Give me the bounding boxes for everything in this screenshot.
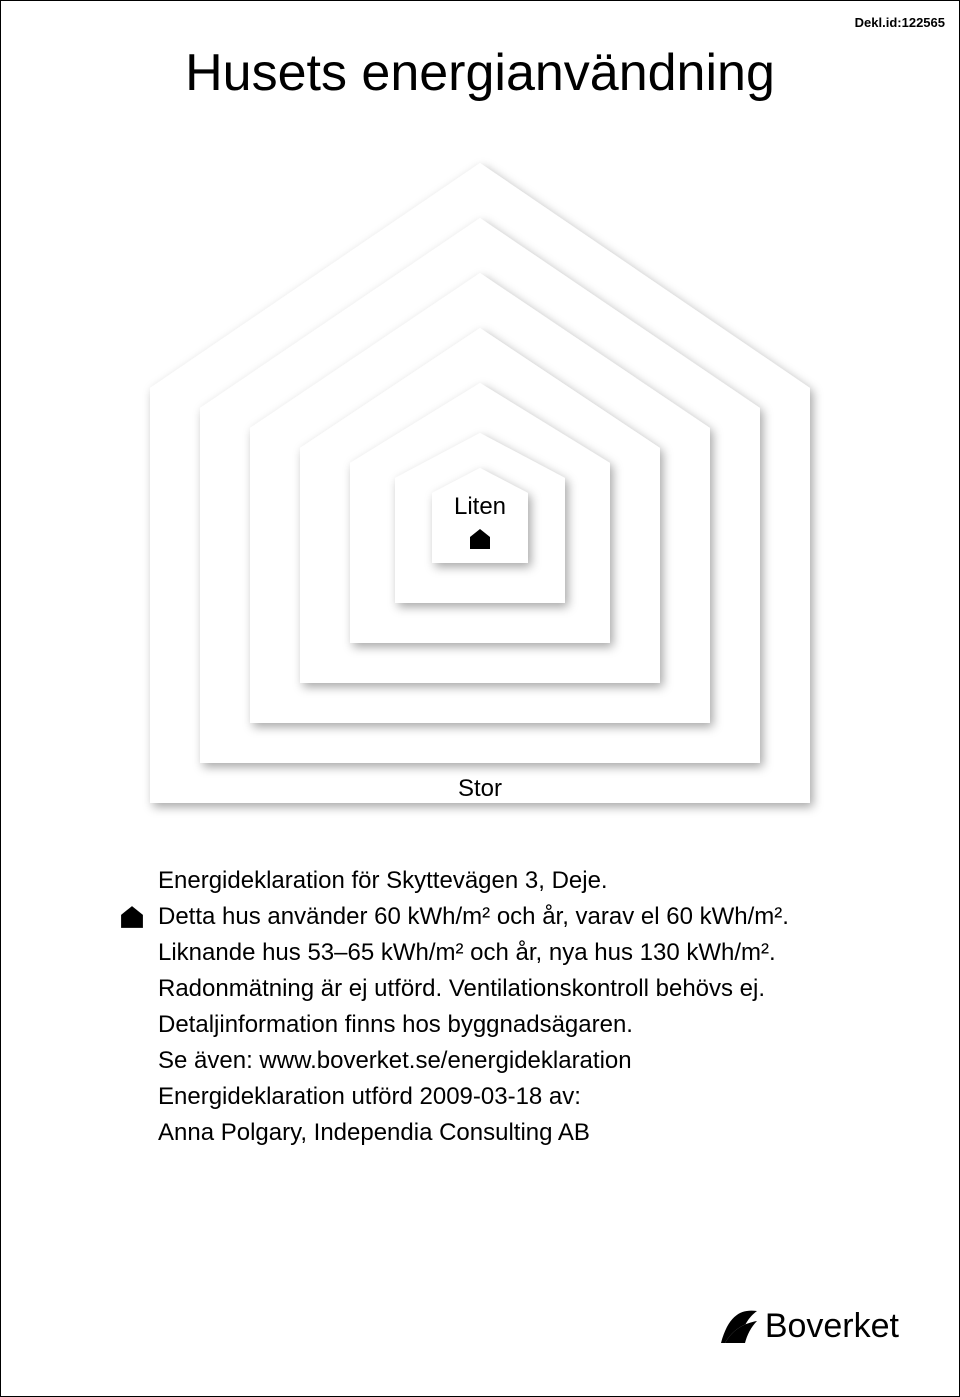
info-line: Detaljinformation finns hos byggnadsägar… — [158, 1007, 840, 1043]
info-line: Radonmätning är ej utförd. Ventilationsk… — [158, 971, 840, 1007]
label-small-energy: Liten — [454, 493, 506, 521]
declaration-id: Dekl.id:122565 — [855, 15, 945, 30]
boverket-logo: Boverket — [719, 1307, 899, 1346]
energy-house-diagram: Liten Stor — [120, 143, 840, 823]
label-large-energy: Stor — [458, 775, 502, 803]
house-bullet-icon — [120, 905, 144, 929]
house-marker-icon — [469, 528, 491, 550]
info-text-block: Energideklaration för Skyttevägen 3, Dej… — [120, 863, 840, 1151]
info-line: Energideklaration utförd 2009-03-18 av: — [158, 1079, 840, 1115]
info-line: Liknande hus 53–65 kWh/m² och år, nya hu… — [158, 935, 840, 971]
info-line: Anna Polgary, Independia Consulting AB — [158, 1115, 840, 1151]
info-line: Se även: www.boverket.se/energideklarati… — [158, 1043, 840, 1079]
page-frame: Dekl.id:122565 Husets energianvändning L… — [0, 0, 960, 1397]
info-line: Energideklaration för Skyttevägen 3, Dej… — [158, 863, 840, 899]
nested-houses-svg — [120, 143, 840, 823]
info-line: Detta hus använder 60 kWh/m² och år, var… — [158, 899, 840, 935]
boverket-logo-icon — [719, 1309, 759, 1345]
boverket-logo-text: Boverket — [765, 1307, 899, 1346]
page-title: Husets energianvändning — [41, 43, 919, 103]
